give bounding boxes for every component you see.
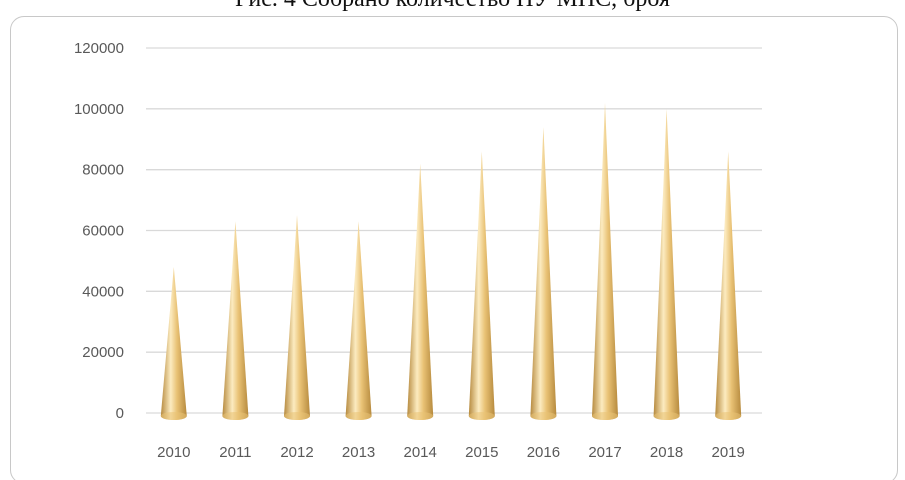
y-tick-label: 60000: [82, 223, 124, 240]
bar-2018: [653, 108, 680, 420]
figure-caption: Рис. 4 Собрано количество ПУ МНС, броя: [0, 0, 905, 13]
bar-2015: [468, 151, 495, 420]
cone-bar-2011: [222, 221, 249, 420]
bars: [160, 102, 742, 421]
cone-base-2011: [222, 412, 249, 420]
cone-bar-2012: [284, 215, 310, 420]
cone-bar-2014: [407, 163, 434, 421]
cone-bar-2017: [592, 102, 618, 420]
x-tick-label: 2011: [219, 444, 251, 461]
y-tick-label: 80000: [82, 162, 124, 179]
cone-bar-2019: [715, 151, 742, 420]
cone-bar-2010: [160, 267, 187, 420]
x-tick-label: 2019: [712, 444, 745, 461]
y-axis-tick-labels: 0 20000 40000 60000 80000 100000 120000: [74, 40, 124, 422]
y-tick-label: 100000: [74, 101, 124, 118]
chart-frame: [10, 16, 898, 480]
cone-base-2012: [284, 412, 310, 420]
bar-2011: [222, 221, 249, 420]
gridlines: [146, 47, 762, 414]
cone-base-2013: [345, 412, 372, 420]
y-tick-label: 120000: [74, 40, 124, 57]
cone-bar-2016: [530, 127, 557, 420]
x-tick-label: 2010: [157, 444, 190, 461]
cone-bar-2018: [653, 108, 680, 420]
x-tick-label: 2013: [342, 444, 375, 461]
cone-base-2016: [530, 412, 557, 420]
x-tick-label: 2012: [280, 444, 313, 461]
cone-base-2019: [715, 412, 742, 420]
cone-base-2015: [468, 412, 495, 420]
x-tick-label: 2015: [465, 444, 498, 461]
x-tick-label: 2018: [650, 444, 683, 461]
bar-2017: [592, 102, 618, 420]
x-tick-label: 2017: [588, 444, 621, 461]
cone-bar-2015: [468, 151, 495, 420]
bar-2013: [345, 221, 372, 420]
x-tick-label: 2014: [404, 444, 437, 461]
cone-base-2018: [653, 412, 680, 420]
bar-2016: [530, 127, 557, 420]
cone-bar-2013: [345, 221, 372, 420]
x-axis-tick-labels: 2010 2011 2012 2013 2014 2015 2016 2017 2018 2019: [157, 444, 745, 461]
cone-base-2017: [592, 412, 618, 420]
y-tick-label: 20000: [82, 344, 124, 361]
bar-2019: [715, 151, 742, 420]
bar-2014: [407, 163, 434, 421]
x-tick-label: 2016: [527, 444, 560, 461]
cone-base-2014: [407, 412, 434, 420]
y-tick-label: 40000: [82, 283, 124, 300]
bar-2010: [160, 267, 187, 420]
cone-base-2010: [160, 412, 187, 420]
y-tick-label: 0: [116, 405, 124, 422]
bar-2012: [284, 215, 310, 420]
